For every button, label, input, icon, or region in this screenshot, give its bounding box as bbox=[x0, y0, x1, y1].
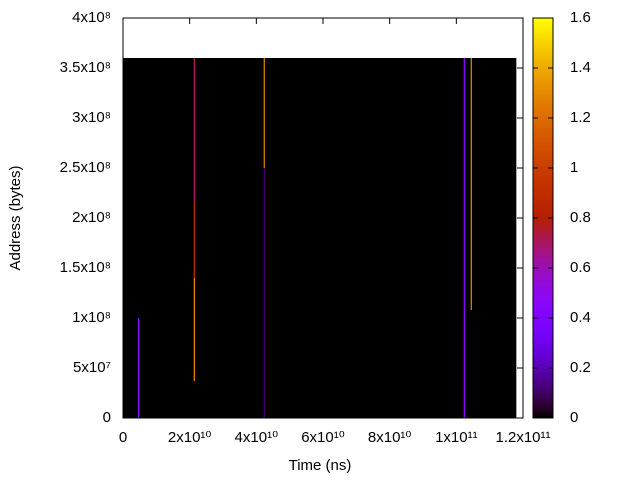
y-axis-label: Address (bytes) bbox=[7, 165, 24, 270]
x-tick-label: 1.2x10¹¹ bbox=[495, 429, 550, 446]
colorbar-tick-label: 0.4 bbox=[570, 309, 591, 326]
colorbar-tick-label: 0.2 bbox=[570, 359, 591, 376]
x-tick-label: 6x10¹⁰ bbox=[301, 429, 345, 446]
colorbar-tick-label: 1.6 bbox=[570, 9, 591, 26]
x-tick-label: 0 bbox=[119, 429, 127, 446]
heatmap-cell bbox=[193, 203, 195, 278]
colorbar-tick-label: 0.8 bbox=[570, 209, 591, 226]
y-tick-label: 4x10⁸ bbox=[72, 9, 111, 26]
heatmap-cell bbox=[123, 58, 517, 418]
colorbar-tick-label: 1.4 bbox=[570, 59, 591, 76]
colorbar-tick-label: 1 bbox=[570, 159, 578, 176]
y-tick-label: 3x10⁸ bbox=[72, 109, 111, 126]
y-tick-label: 1.5x10⁸ bbox=[60, 259, 111, 276]
y-tick-label: 1x10⁸ bbox=[72, 309, 111, 326]
heatmap-cell bbox=[193, 58, 195, 203]
colorbar-tick-label: 0 bbox=[570, 409, 578, 426]
colorbar-tick-label: 0.6 bbox=[570, 259, 591, 276]
heatmap-cell bbox=[138, 318, 140, 418]
x-tick-label: 8x10¹⁰ bbox=[368, 429, 412, 446]
x-tick-label: 4x10¹⁰ bbox=[235, 429, 279, 446]
heatmap-cell bbox=[470, 58, 472, 310]
y-tick-label: 5x10⁷ bbox=[73, 359, 111, 376]
heatmap-cell bbox=[193, 278, 195, 381]
colorbar-tick-label: 1.2 bbox=[570, 109, 591, 126]
heatmap-cell bbox=[463, 58, 465, 418]
y-tick-label: 2.5x10⁸ bbox=[60, 159, 111, 176]
y-tick-label: 0 bbox=[103, 409, 111, 426]
y-tick-label: 3.5x10⁸ bbox=[60, 59, 111, 76]
x-axis-label: Time (ns) bbox=[289, 457, 352, 474]
heatmap-cell bbox=[263, 168, 265, 418]
x-tick-label: 1x10¹¹ bbox=[435, 429, 478, 446]
x-tick-label: 2x10¹⁰ bbox=[168, 429, 212, 446]
heatmap-cell bbox=[263, 58, 265, 168]
y-tick-label: 2x10⁸ bbox=[72, 209, 111, 226]
